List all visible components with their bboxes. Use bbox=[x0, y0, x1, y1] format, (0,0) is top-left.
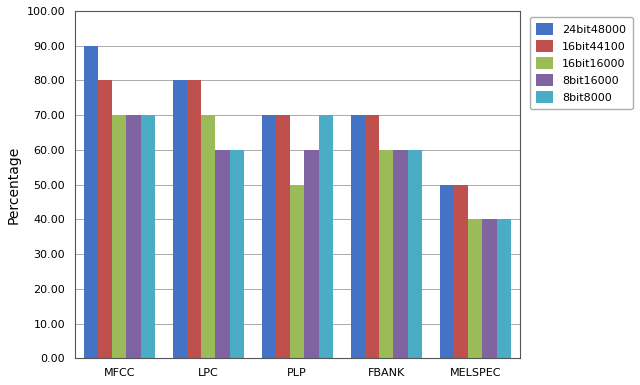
Bar bbox=[84, 46, 98, 358]
Bar bbox=[365, 115, 379, 358]
Bar bbox=[230, 150, 244, 358]
Bar bbox=[483, 219, 497, 358]
Bar bbox=[394, 150, 408, 358]
Bar bbox=[262, 115, 276, 358]
Bar bbox=[408, 150, 422, 358]
Bar bbox=[276, 115, 290, 358]
Bar bbox=[319, 115, 333, 358]
Bar bbox=[379, 150, 394, 358]
Bar bbox=[305, 150, 319, 358]
Bar bbox=[127, 115, 141, 358]
Bar bbox=[112, 115, 127, 358]
Bar bbox=[454, 185, 468, 358]
Bar bbox=[173, 80, 187, 358]
Bar bbox=[201, 115, 216, 358]
Bar bbox=[468, 219, 483, 358]
Bar bbox=[141, 115, 155, 358]
Y-axis label: Percentage: Percentage bbox=[7, 146, 21, 224]
Bar bbox=[351, 115, 365, 358]
Bar bbox=[98, 80, 112, 358]
Bar bbox=[290, 185, 305, 358]
Bar bbox=[440, 185, 454, 358]
Bar bbox=[497, 219, 511, 358]
Legend: 24bit48000, 16bit44100, 16bit16000, 8bit16000, 8bit8000: 24bit48000, 16bit44100, 16bit16000, 8bit… bbox=[530, 17, 632, 109]
Bar bbox=[187, 80, 201, 358]
Bar bbox=[216, 150, 230, 358]
